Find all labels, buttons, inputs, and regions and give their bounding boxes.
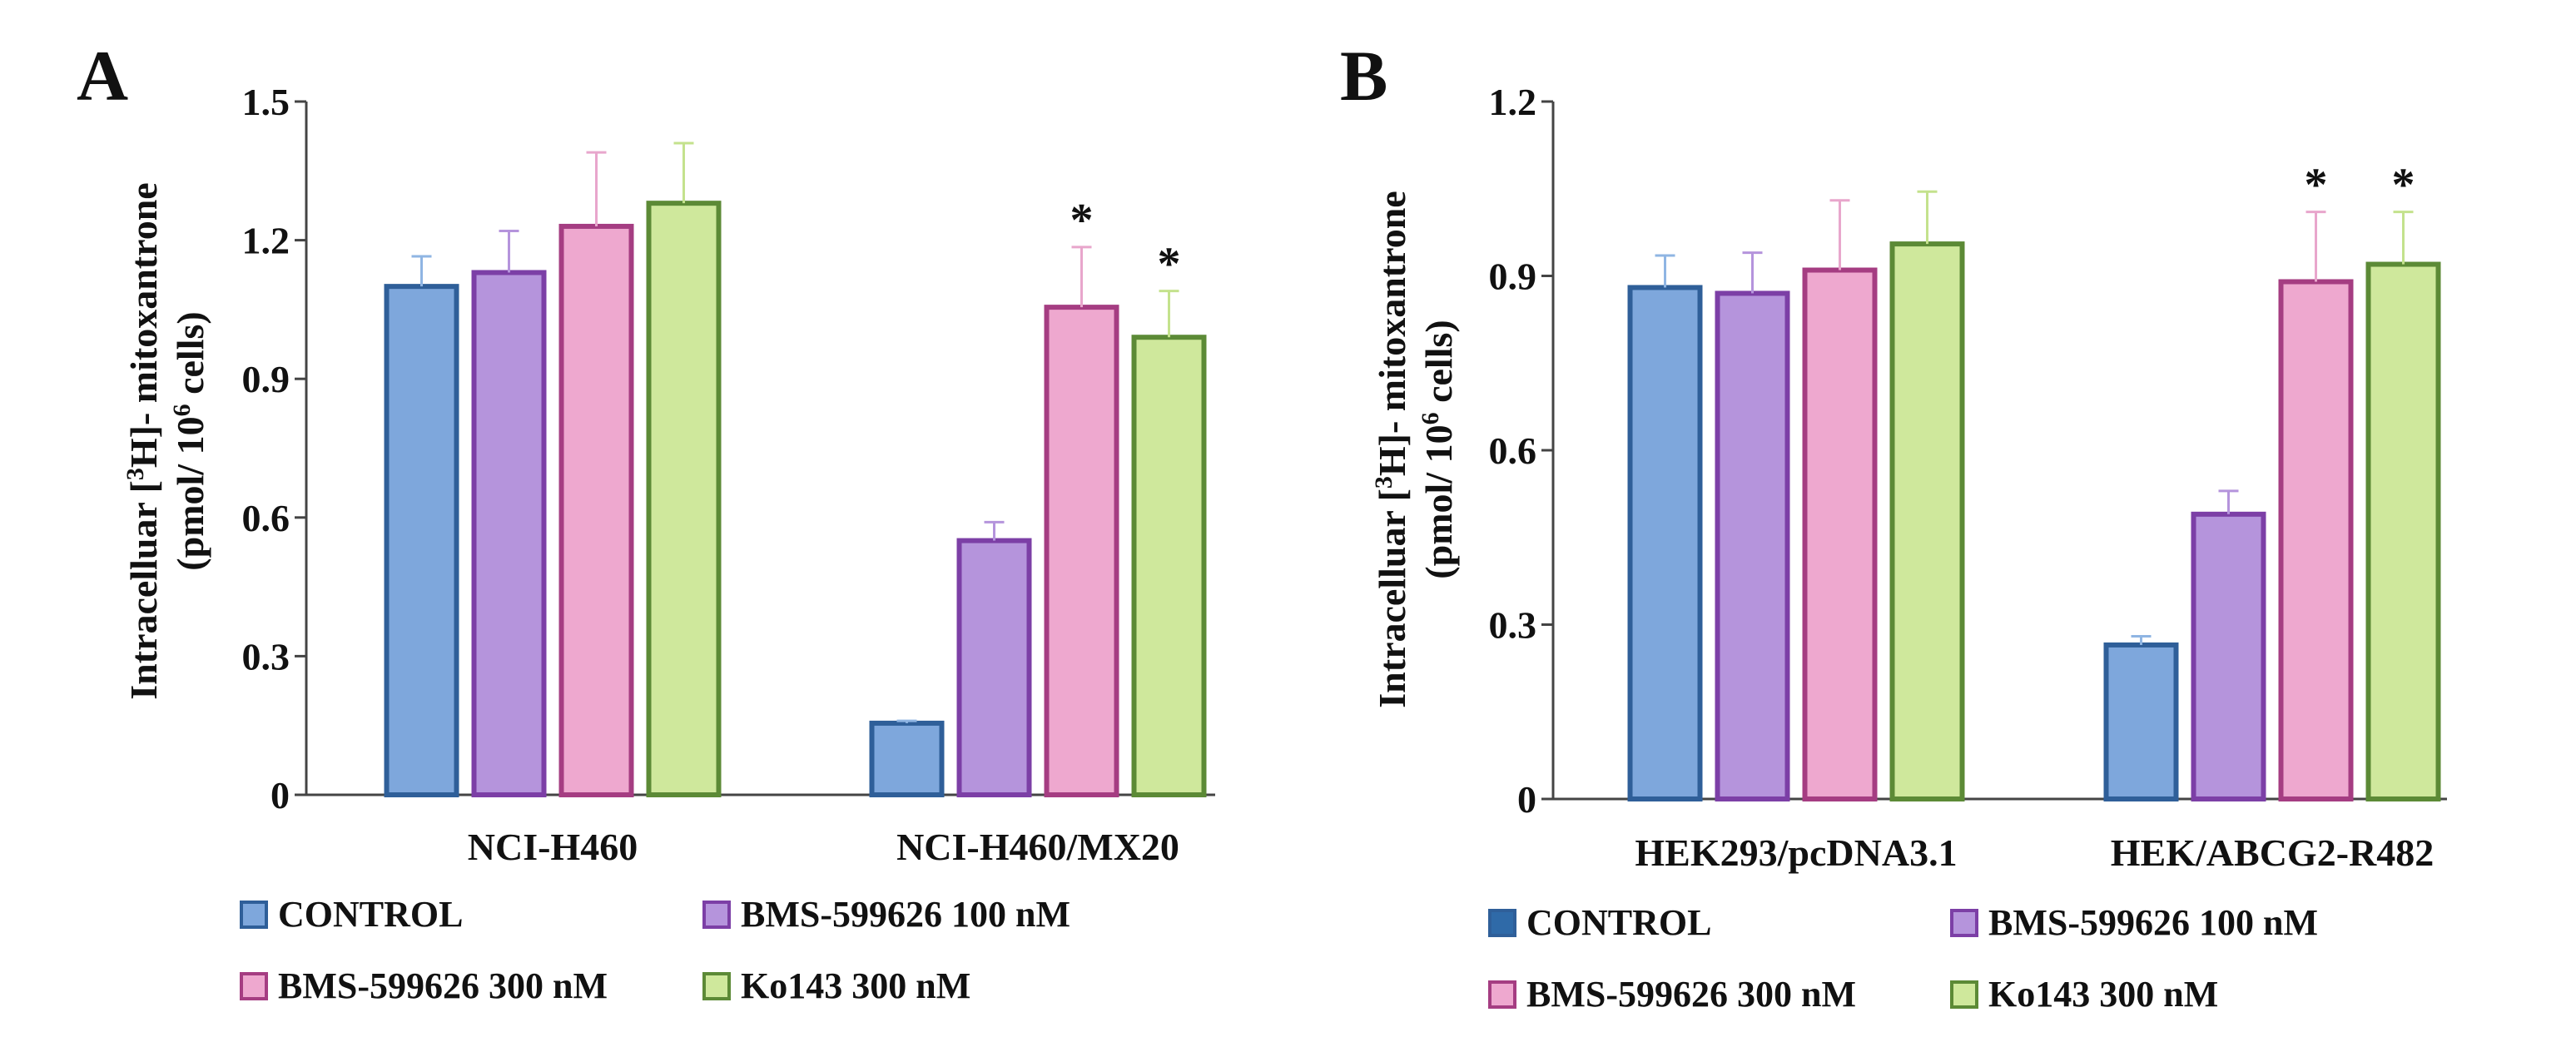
legend-label-bms-100: BMS-599626 100 nM (741, 894, 1070, 935)
bar-0-2 (558, 223, 634, 797)
legend-label-bms-300: BMS-599626 300 nM (1526, 974, 1856, 1015)
bar-1-1 (956, 538, 1032, 797)
legend: CONTROL BMS-599626 100 nM BMS-599626 300… (240, 894, 1070, 1006)
legend-swatch-bms-300 (1488, 980, 1516, 1009)
significance-marker: * (2305, 160, 2328, 211)
bar-1-3 (1131, 335, 1207, 798)
y-tick-label: 0.9 (1489, 256, 1537, 298)
legend-label-bms-100: BMS-599626 100 nM (1988, 902, 2318, 943)
legend-swatch-bms-100 (702, 901, 731, 929)
legend: CONTROL BMS-599626 100 nM BMS-599626 300… (1488, 902, 2318, 1015)
significance-marker: * (1158, 239, 1181, 290)
bar-0-1 (1715, 290, 1790, 801)
bar-1-3 (2365, 261, 2441, 801)
y-tick-label: 0 (1517, 778, 1536, 821)
legend-swatch-ko143 (702, 972, 731, 1000)
bar-1-2 (2278, 279, 2354, 801)
panel-label: B (1340, 36, 1387, 116)
legend-swatch-ko143 (1950, 980, 1978, 1009)
y-tick-label: 0.6 (242, 497, 290, 539)
y-tick-label: 1.2 (1489, 81, 1537, 123)
legend-label-control: CONTROL (278, 894, 463, 935)
legend-label-control: CONTROL (1526, 902, 1711, 943)
y-tick-label: 0.9 (242, 358, 290, 400)
panel-a: A Intracelluar [3H]- mitoxantrone (pmol/… (77, 36, 1215, 1006)
legend-label-ko143: Ko143 300 nM (1988, 974, 2218, 1015)
bar-0-3 (646, 201, 722, 797)
bar-0-1 (471, 270, 547, 797)
category-label: NCI-H460 (468, 826, 638, 868)
bar-1-2 (1044, 305, 1119, 797)
y-tick-label: 1.2 (242, 220, 290, 262)
panel-label: A (77, 36, 128, 116)
bar-0-2 (1802, 267, 1878, 801)
y-tick-label: 0 (271, 774, 290, 816)
bar-1-1 (2191, 511, 2266, 801)
y-tick-label: 0.6 (1489, 429, 1537, 472)
y-axis-label-line1: Intracelluar [3H]- mitoxantrone (122, 182, 165, 699)
category-label: HEK/ABCG2-R482 (2111, 831, 2434, 874)
significance-marker: * (1070, 195, 1094, 246)
y-tick-label: 0.3 (242, 635, 290, 677)
legend-label-ko143: Ko143 300 nM (741, 965, 970, 1006)
y-tick-label: 0.3 (1489, 604, 1537, 647)
y-tick-label: 1.5 (242, 81, 290, 123)
legend-swatch-control (1488, 909, 1516, 937)
significance-marker: * (2392, 160, 2415, 211)
legend-swatch-bms-100 (1950, 909, 1978, 937)
category-label: HEK293/pcDNA3.1 (1635, 831, 1957, 874)
y-axis-label-line2: (pmol/ 106 cells) (1417, 320, 1460, 578)
legend-swatch-control (240, 901, 268, 929)
bar-1-0 (2103, 642, 2179, 801)
y-axis-label-line2: (pmol/ 106 cells) (168, 311, 211, 570)
bar-0-0 (384, 284, 459, 797)
bar-0-0 (1627, 285, 1703, 801)
legend-swatch-bms-300 (240, 972, 268, 1000)
panel-b: B Intracelluar [3H]- mitoxantrone (pmol/… (1340, 36, 2447, 1015)
bar-0-3 (1889, 241, 1965, 801)
bar-1-0 (869, 720, 945, 798)
legend-label-bms-300: BMS-599626 300 nM (278, 965, 608, 1006)
category-label: NCI-H460/MX20 (896, 826, 1179, 868)
y-axis-label-line1: Intracelluar [3H]- mitoxantrone (1370, 191, 1413, 707)
